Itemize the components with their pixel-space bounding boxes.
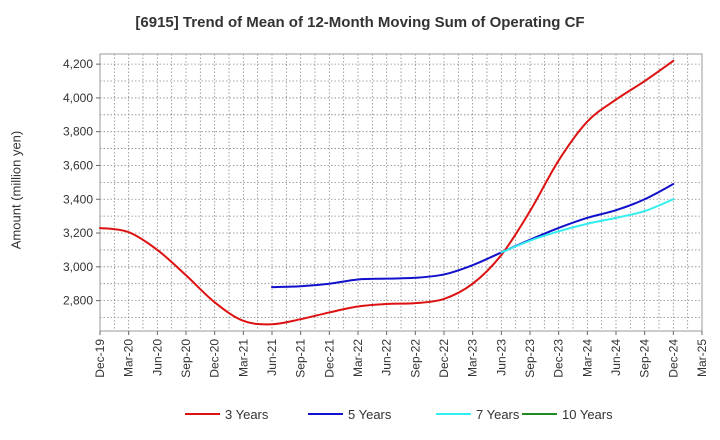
x-tick-label: Jun-22: [380, 339, 394, 376]
x-tick-label: Dec-19: [93, 339, 107, 378]
x-tick-label: Mar-22: [351, 339, 365, 377]
y-tick-label: 4,200: [63, 57, 93, 71]
y-tick-label: 4,000: [63, 91, 93, 105]
x-tick-label: Mar-24: [580, 339, 594, 377]
legend-label: 10 Years: [562, 407, 613, 422]
x-tick-label: Jun-20: [150, 339, 164, 376]
y-tick-label: 3,400: [63, 192, 93, 206]
series-line-7-years: [500, 198, 675, 254]
legend-label: 5 Years: [348, 407, 392, 422]
x-tick-label: Mar-20: [122, 339, 136, 377]
x-tick-label: Mar-25: [695, 339, 709, 377]
x-tick-label: Sep-21: [294, 339, 308, 378]
series-layer: [99, 59, 675, 326]
x-tick-label: Dec-21: [322, 339, 336, 378]
legend: 3 Years 5 Years 7 Years 10 Years: [185, 407, 613, 422]
x-tick-label: Sep-20: [179, 339, 193, 378]
x-tick-label: Mar-23: [466, 339, 480, 377]
plot-frame: [99, 53, 703, 332]
y-tick-label: 3,000: [63, 260, 93, 274]
y-tick-label: 3,200: [63, 226, 93, 240]
x-tick-label: Jun-23: [494, 339, 508, 376]
x-tick-label: Sep-24: [638, 339, 652, 378]
legend-label: 7 Years: [476, 407, 520, 422]
grid-layer: [100, 54, 702, 331]
chart-title: [6915] Trend of Mean of 12-Month Moving …: [135, 14, 585, 31]
x-tick-label: Dec-24: [666, 339, 680, 378]
y-tick-label: 2,800: [63, 294, 93, 308]
series-line-3-years: [99, 59, 675, 326]
x-tick-label: Jun-24: [609, 339, 623, 376]
series-line-5-years: [271, 183, 675, 289]
x-tick-label: Sep-23: [523, 339, 537, 378]
x-tick-label: Dec-22: [437, 339, 451, 378]
x-tick-label: Jun-21: [265, 339, 279, 376]
y-tick-label: 3,800: [63, 125, 93, 139]
x-tick-label: Dec-23: [552, 339, 566, 378]
legend-label: 3 Years: [225, 407, 269, 422]
x-tick-label: Dec-20: [208, 339, 222, 378]
axis-layer: 2,800 3,000 3,200 3,400 3,600 3,800 4,000 4,200…: [63, 57, 709, 378]
x-tick-label: Mar-21: [236, 339, 250, 377]
y-tick-label: 3,600: [63, 158, 93, 172]
x-tick-label: Sep-22: [408, 339, 422, 378]
